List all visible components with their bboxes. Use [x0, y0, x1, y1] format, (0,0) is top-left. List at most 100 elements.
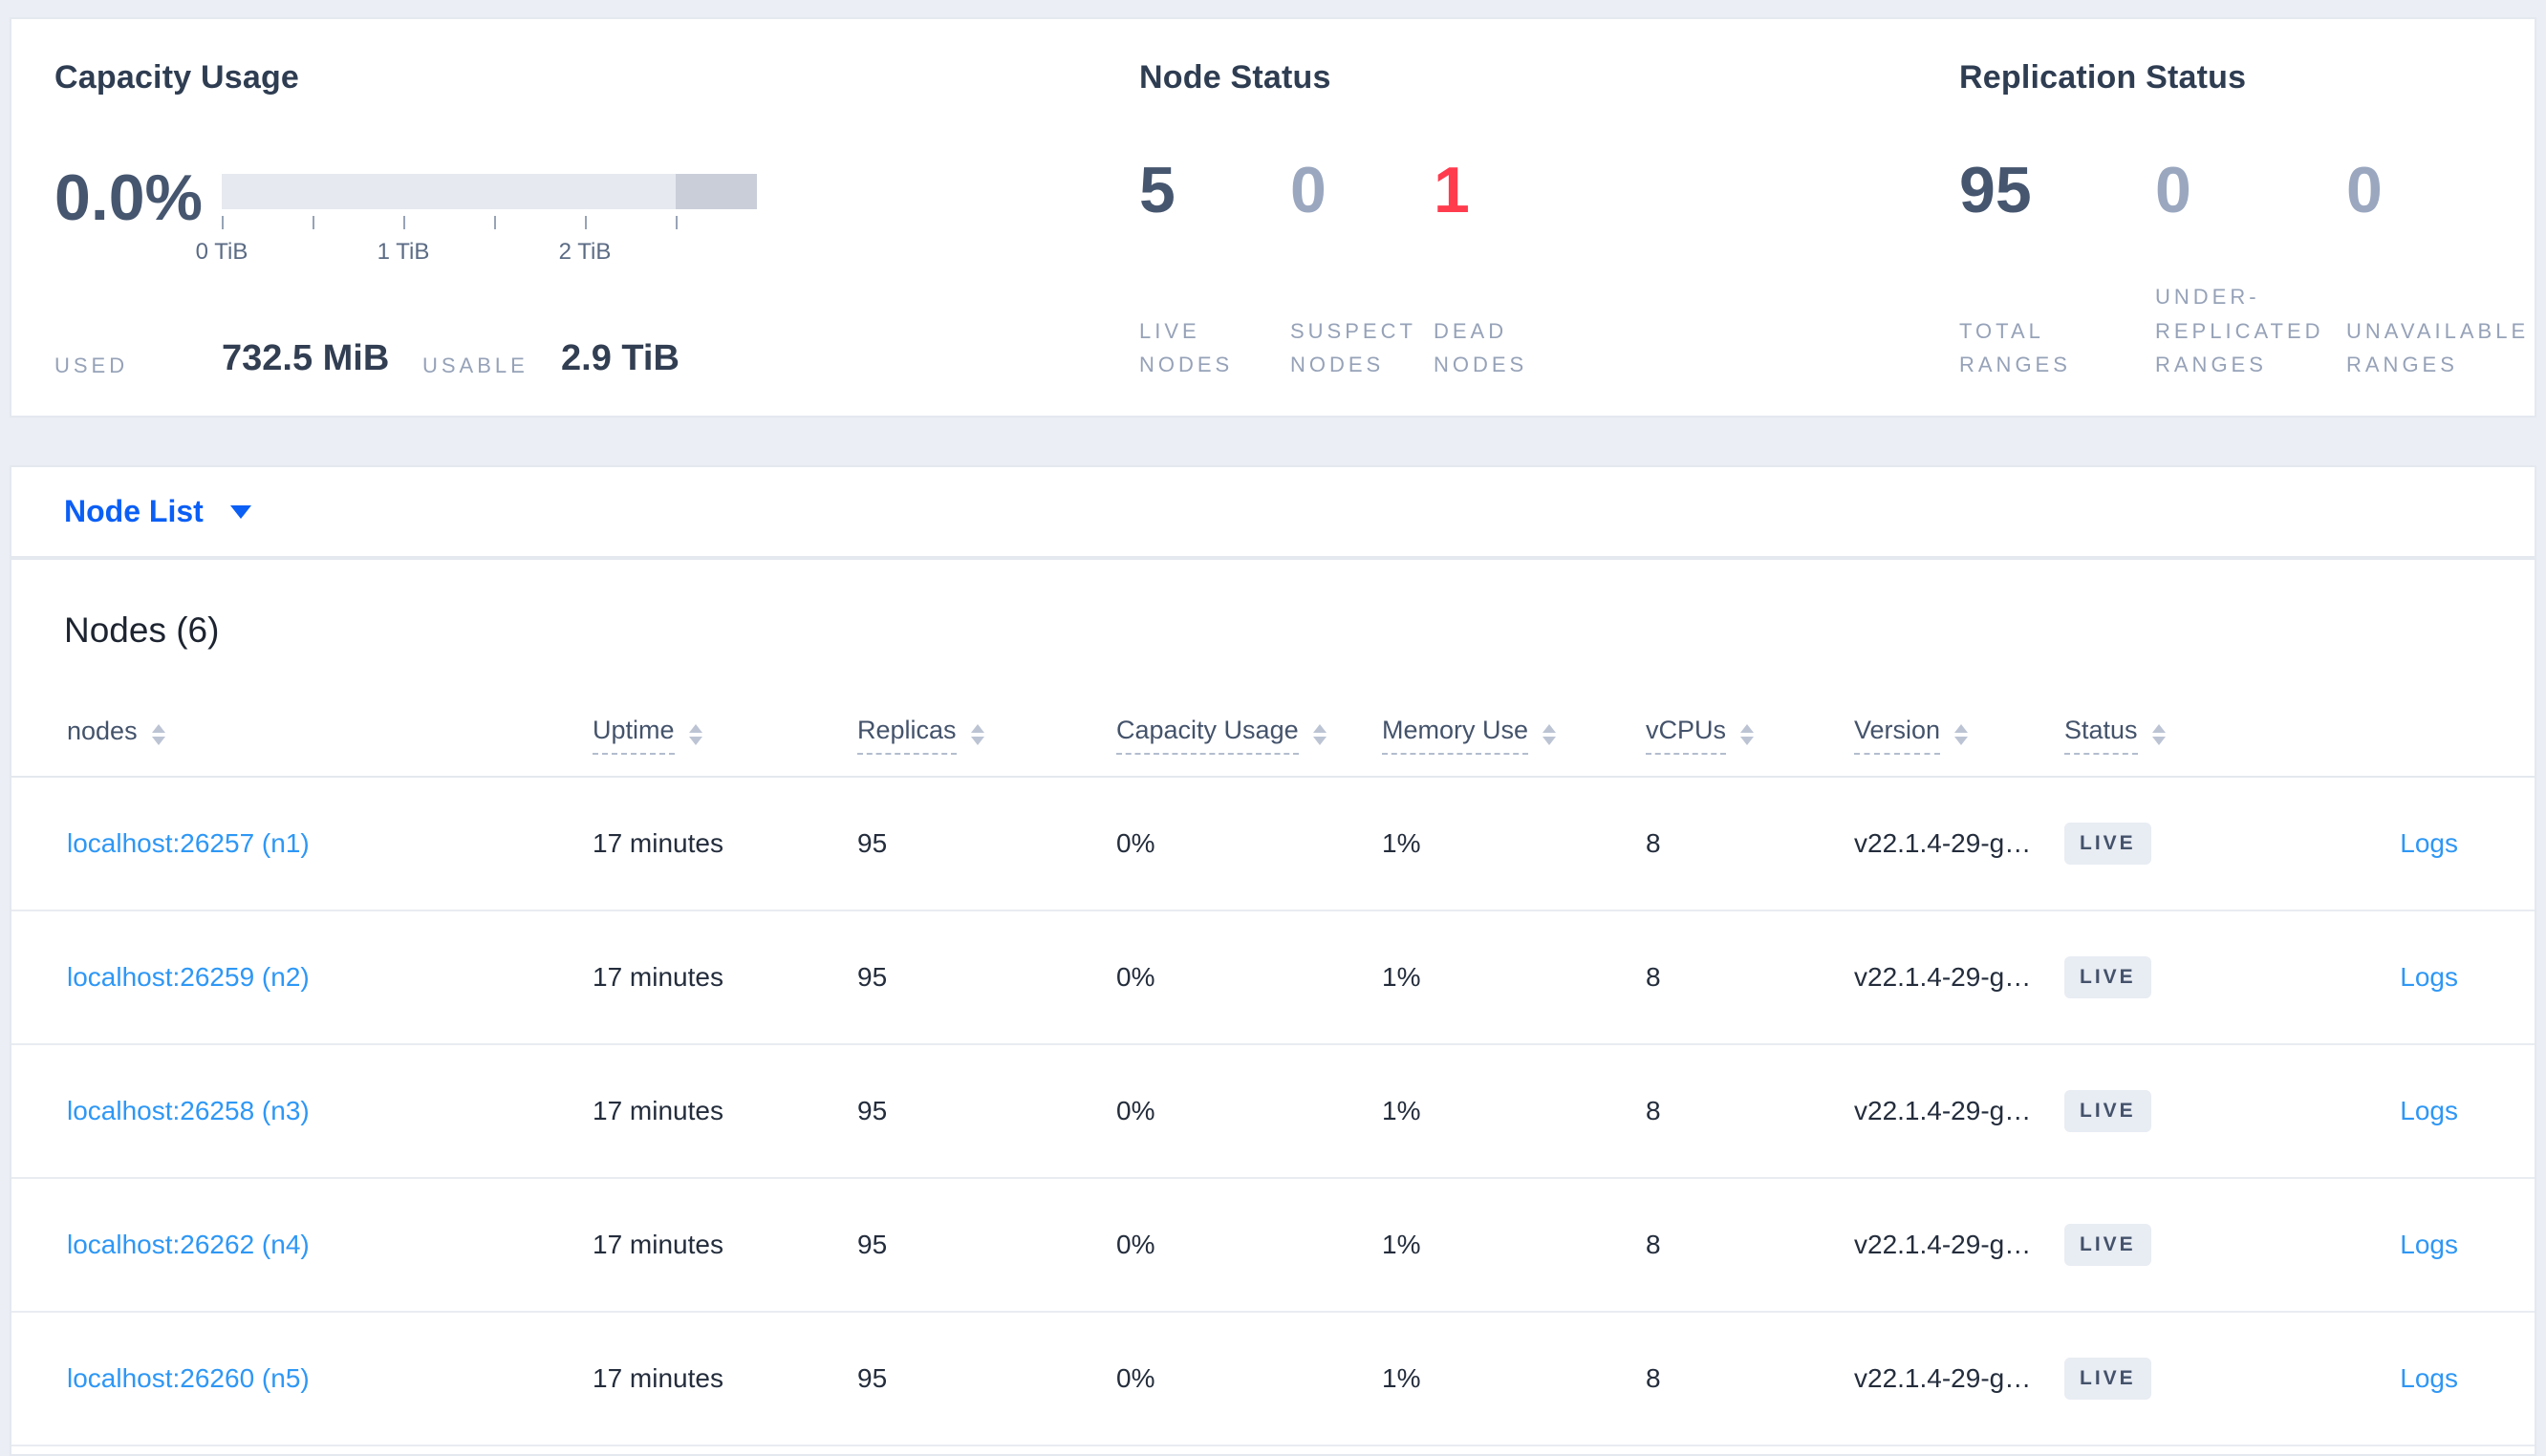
- table-row: localhost:26258 (n3) 17 minutes 95 0% 1%…: [11, 1045, 2535, 1179]
- status-badge: LIVE: [2064, 1358, 2151, 1400]
- node-list-dropdown[interactable]: Node List: [64, 494, 251, 529]
- nodes-table-title: Nodes (6): [64, 610, 220, 650]
- view-selector-bar: Node List: [10, 465, 2536, 558]
- unavailable-ranges-value: 0: [2346, 154, 2383, 226]
- sort-icon: [1740, 724, 1755, 745]
- live-nodes-label: LIVE NODES: [1139, 318, 1234, 376]
- chevron-down-icon: [229, 504, 251, 519]
- tick-label-1: 1 TiB: [377, 239, 430, 265]
- sort-icon: [688, 724, 702, 745]
- status-badge: LIVE: [2064, 823, 2151, 865]
- capacity-gauge-ticks: [222, 216, 757, 229]
- capacity-gauge-tick-labels: 0 TiB 1 TiB 2 TiB: [196, 239, 757, 268]
- vcpus-cell: 8: [1646, 1230, 1661, 1259]
- dead-nodes-value: 1: [1434, 154, 1470, 226]
- table-row: localhost:26260 (n5) 17 minutes 95 0% 1%…: [11, 1313, 2535, 1446]
- memory-cell: 1%: [1382, 1230, 1421, 1259]
- version-cell: v22.1.4-29-g…: [1854, 828, 2032, 858]
- vcpus-cell: 8: [1646, 828, 1661, 858]
- unavailable-ranges-label: UNAVAILABLE RANGES: [2346, 318, 2530, 376]
- column-header-status[interactable]: Status: [2064, 716, 2276, 755]
- logs-link[interactable]: Logs: [2400, 1363, 2458, 1393]
- node-link[interactable]: localhost:26257 (n1): [67, 828, 310, 858]
- status-badge: LIVE: [2064, 956, 2151, 998]
- capacity-cell: 0%: [1116, 962, 1155, 992]
- column-header-nodes[interactable]: nodes: [67, 717, 593, 754]
- version-cell: v22.1.4-29-g…: [1854, 1363, 2032, 1393]
- sort-icon: [1543, 724, 1557, 745]
- total-ranges-stat: 95 TOTAL RANGES: [1959, 19, 2112, 416]
- logs-link[interactable]: Logs: [2400, 1230, 2458, 1259]
- nodes-table-header: nodes Uptime Replicas Capacity Usage Mem…: [11, 694, 2535, 778]
- total-ranges-label: TOTAL RANGES: [1959, 318, 2071, 376]
- node-link[interactable]: localhost:26259 (n2): [67, 962, 310, 992]
- live-nodes-value: 5: [1139, 154, 1176, 226]
- uptime-cell: 17 minutes: [593, 828, 723, 858]
- usable-label: USABLE: [422, 353, 529, 377]
- capacity-usage-gauge: [222, 174, 757, 209]
- replicas-cell: 95: [857, 1230, 888, 1259]
- suspect-nodes-stat: 0 SUSPECT NODES: [1290, 19, 1434, 416]
- usable-value: 2.9 TiB: [561, 338, 680, 378]
- uptime-cell: 17 minutes: [593, 1230, 723, 1259]
- vcpus-cell: 8: [1646, 1363, 1661, 1393]
- capacity-cell: 0%: [1116, 1363, 1155, 1393]
- table-row: localhost:26259 (n2) 17 minutes 95 0% 1%…: [11, 911, 2535, 1045]
- table-row: localhost:26262 (n4) 17 minutes 95 0% 1%…: [11, 1179, 2535, 1313]
- replicas-cell: 95: [857, 1363, 888, 1393]
- under-replicated-ranges-label: UNDER-REPLICATED RANGES: [2155, 285, 2324, 376]
- logs-link[interactable]: Logs: [2400, 828, 2458, 858]
- live-nodes-stat: 5 LIVE NODES: [1139, 19, 1283, 416]
- capacity-cell: 0%: [1116, 828, 1155, 858]
- dead-nodes-stat: 1 DEAD NODES: [1434, 19, 1577, 416]
- uptime-cell: 17 minutes: [593, 1096, 723, 1125]
- logs-link[interactable]: Logs: [2400, 1096, 2458, 1125]
- used-label: USED: [54, 353, 129, 377]
- node-link[interactable]: localhost:26260 (n5): [67, 1363, 310, 1393]
- uptime-cell: 17 minutes: [593, 962, 723, 992]
- suspect-nodes-value: 0: [1290, 154, 1327, 226]
- total-ranges-value: 95: [1959, 154, 2032, 226]
- replicas-cell: 95: [857, 828, 888, 858]
- cluster-summary-panel: Capacity Usage 0.0% 0 TiB 1 TiB 2 TiB US…: [10, 17, 2536, 418]
- status-badge: LIVE: [2064, 1224, 2151, 1266]
- nodes-table-body: localhost:26257 (n1) 17 minutes 95 0% 1%…: [11, 778, 2535, 1446]
- under-replicated-ranges-value: 0: [2155, 154, 2191, 226]
- version-cell: v22.1.4-29-g…: [1854, 1230, 2032, 1259]
- sort-icon: [151, 724, 165, 745]
- replication-status-title: Replication Status: [1959, 59, 2247, 96]
- vcpus-cell: 8: [1646, 962, 1661, 992]
- capacity-usage-percent: 0.0%: [54, 161, 203, 234]
- column-header-uptime[interactable]: Uptime: [593, 716, 857, 755]
- nodes-table-panel: Nodes (6) nodes Uptime Replicas Capacity…: [10, 558, 2536, 1456]
- uptime-cell: 17 minutes: [593, 1363, 723, 1393]
- capacity-cell: 0%: [1116, 1096, 1155, 1125]
- table-row: localhost:26257 (n1) 17 minutes 95 0% 1%…: [11, 778, 2535, 911]
- column-header-capacity-usage[interactable]: Capacity Usage: [1116, 716, 1382, 755]
- node-status-title: Node Status: [1139, 59, 1331, 96]
- version-cell: v22.1.4-29-g…: [1854, 1096, 2032, 1125]
- sort-icon: [1312, 724, 1327, 745]
- column-header-replicas[interactable]: Replicas: [857, 716, 1116, 755]
- node-link[interactable]: localhost:26258 (n3): [67, 1096, 310, 1125]
- memory-cell: 1%: [1382, 1096, 1421, 1125]
- capacity-cell: 0%: [1116, 1230, 1155, 1259]
- replicas-cell: 95: [857, 1096, 888, 1125]
- under-replicated-ranges-stat: 0 UNDER-REPLICATED RANGES: [2155, 19, 2351, 416]
- sort-icon: [1954, 724, 1969, 745]
- node-link[interactable]: localhost:26262 (n4): [67, 1230, 310, 1259]
- suspect-nodes-label: SUSPECT NODES: [1290, 318, 1416, 376]
- capacity-gauge-reserved-segment: [676, 174, 757, 209]
- replicas-cell: 95: [857, 962, 888, 992]
- dead-nodes-label: DEAD NODES: [1434, 318, 1528, 376]
- logs-link[interactable]: Logs: [2400, 962, 2458, 992]
- column-header-memory-use[interactable]: Memory Use: [1382, 716, 1646, 755]
- column-header-vcpus[interactable]: vCPUs: [1646, 716, 1854, 755]
- capacity-usage-title: Capacity Usage: [54, 59, 300, 96]
- memory-cell: 1%: [1382, 1363, 1421, 1393]
- vcpus-cell: 8: [1646, 1096, 1661, 1125]
- used-value: 732.5 MiB: [222, 338, 390, 378]
- unavailable-ranges-stat: 0 UNAVAILABLE RANGES: [2346, 19, 2546, 416]
- column-header-version[interactable]: Version: [1854, 716, 2064, 755]
